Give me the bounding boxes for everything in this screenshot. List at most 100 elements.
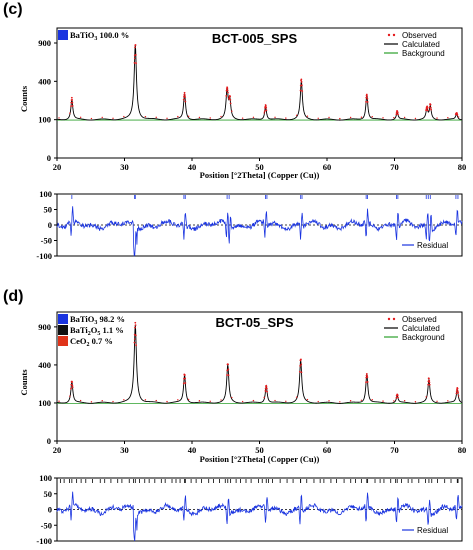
panel-d-residual-line bbox=[56, 491, 463, 542]
panel-d-observed-point bbox=[447, 400, 449, 402]
panel-c-observed-point bbox=[426, 105, 429, 108]
panel-d-phase-label: BaTi2O5 1.1 % bbox=[70, 325, 124, 337]
panel-c-xtick-label: 50 bbox=[255, 162, 264, 172]
panel-d-xtick-label: 70 bbox=[390, 445, 399, 455]
panel-c-observed-point bbox=[166, 117, 168, 120]
panel-d-observed-point bbox=[328, 400, 330, 402]
panel-c-xtick-label: 80 bbox=[458, 162, 467, 172]
panel-d-observed-point bbox=[397, 396, 399, 399]
panel-c-observed-point bbox=[198, 116, 201, 119]
panel-c-observed-point bbox=[229, 95, 231, 98]
panel-c-xtick-label: 30 bbox=[120, 162, 129, 172]
panel-d-legend-calculated: Calculated bbox=[402, 324, 440, 333]
panel-d-observed-point bbox=[456, 390, 459, 393]
panel-d-residual-ytick-label: -100 bbox=[36, 536, 52, 546]
panel-d-xtick-label: 20 bbox=[53, 445, 62, 455]
panel-d-phase-percent: 1.1 % bbox=[100, 325, 123, 335]
panel-d-observed-point bbox=[360, 399, 363, 401]
panel-d-observed-point bbox=[427, 383, 430, 386]
panel-d-legend-observed-marker bbox=[387, 317, 391, 321]
panel-d-observed-point bbox=[134, 334, 137, 337]
panel-d-observed-point bbox=[101, 399, 103, 402]
panel-d-observed-point bbox=[266, 390, 268, 393]
panel-d-observed-point bbox=[365, 372, 368, 375]
panel-d-observed-point bbox=[428, 377, 430, 380]
panel-d-observed-point bbox=[227, 368, 230, 371]
panel-c-observed-point bbox=[263, 110, 266, 112]
panel-c-observed-point bbox=[317, 117, 319, 119]
panel-c-observed-point bbox=[339, 117, 341, 120]
panel-c-observed-point bbox=[177, 115, 179, 118]
panel-c-observed-point bbox=[425, 108, 427, 111]
panel-d-observed-point bbox=[306, 398, 309, 401]
panel-d-observed-point bbox=[70, 387, 72, 390]
panel-c-observed-point bbox=[414, 117, 417, 120]
panel-c-residual-ytick-label: 50 bbox=[44, 205, 53, 215]
panel-c-ylabel: Counts bbox=[19, 85, 29, 112]
panel-d-observed-point bbox=[183, 374, 186, 376]
panel-c-observed-point bbox=[252, 116, 255, 119]
panel-d-phase-swatch bbox=[58, 314, 68, 324]
panel-c-residual-legend-label: Residual bbox=[417, 241, 448, 250]
panel-c-observed-point bbox=[360, 116, 363, 118]
panel-d-observed-point bbox=[339, 401, 341, 403]
panel-d-observed-point bbox=[393, 400, 395, 402]
panel-d-xtick-label: 40 bbox=[188, 445, 197, 455]
panel-c-observed-point bbox=[429, 103, 432, 106]
panel-c-residual-ytick-label: 0 bbox=[48, 220, 52, 230]
panel-c-observed-point bbox=[300, 84, 303, 87]
panel-c-legend-observed: Observed bbox=[402, 31, 437, 40]
panel-d-observed-point bbox=[184, 377, 187, 380]
panel-c-observed-point bbox=[371, 116, 373, 118]
panel-d-phase-name: BaTiO bbox=[70, 314, 95, 324]
panel-d-observed-point bbox=[414, 401, 417, 403]
panel-c-phase-percent: 100.0 % bbox=[97, 30, 129, 40]
panel-c-observed-point bbox=[300, 78, 303, 81]
panel-d-observed-point bbox=[285, 400, 287, 402]
panel-d-observed-point bbox=[265, 386, 268, 388]
panel-d-observed-point bbox=[241, 400, 244, 403]
panel-d-observed-point bbox=[298, 370, 301, 373]
panel-c-observed-point bbox=[328, 116, 330, 119]
panel-c-observed-point bbox=[144, 115, 147, 118]
panel-d-legend-observed: Observed bbox=[402, 315, 437, 324]
panel-c-observed-point bbox=[134, 46, 136, 49]
panel-d-ytick-label: 900 bbox=[38, 322, 51, 332]
panel-d-observed-point bbox=[300, 363, 303, 366]
panel-c-observed-point bbox=[285, 117, 287, 119]
panel-c-observed-point bbox=[79, 116, 82, 118]
panel-d-observed-point bbox=[227, 374, 230, 377]
panel-d-observed-point bbox=[135, 344, 138, 347]
panel-d-ytick-label: 400 bbox=[38, 360, 51, 370]
panel-c-observed-point bbox=[134, 44, 137, 46]
panel-c-observed-point bbox=[227, 91, 229, 94]
panel-d-observed-point bbox=[366, 381, 369, 383]
panel-d-observed-point bbox=[187, 398, 190, 401]
panel-d-phase-sub: 3 bbox=[94, 320, 97, 326]
panel-c-observed-point bbox=[183, 91, 186, 94]
panel-c-observed-point bbox=[155, 116, 157, 119]
panel-d-observed-point bbox=[455, 392, 458, 395]
panel-d-calculated-line bbox=[56, 325, 463, 404]
panel-c-observed-point bbox=[229, 98, 232, 101]
panel-c-observed-point bbox=[187, 115, 190, 118]
panel-c-xtick-label: 20 bbox=[53, 162, 62, 172]
panel-c-ytick-label: 0 bbox=[47, 153, 51, 163]
panel-d-observed-point bbox=[133, 338, 136, 340]
panel-d-legend-background: Background bbox=[402, 333, 445, 342]
panel-c-observed-point bbox=[365, 96, 368, 99]
panel-d-observed-point bbox=[349, 400, 352, 402]
panel-d-observed-point bbox=[295, 396, 298, 398]
panel-d-ytick-label: 100 bbox=[38, 398, 51, 408]
panel-d-observed-point bbox=[456, 387, 459, 390]
panel-c-residual-ytick-label: -100 bbox=[36, 251, 52, 261]
panel-d-observed-point bbox=[79, 399, 82, 402]
panel-c-observed-point bbox=[456, 113, 459, 116]
panel-d-xtick-label: 50 bbox=[255, 445, 264, 455]
panel-c-phase-label: BaTiO3 100.0 % bbox=[70, 30, 129, 42]
panel-c-observed-point bbox=[295, 114, 298, 117]
panel-d-observed-point bbox=[382, 400, 384, 402]
panel-c-observed-point bbox=[382, 117, 384, 119]
panel-d-observed-point bbox=[457, 395, 460, 397]
